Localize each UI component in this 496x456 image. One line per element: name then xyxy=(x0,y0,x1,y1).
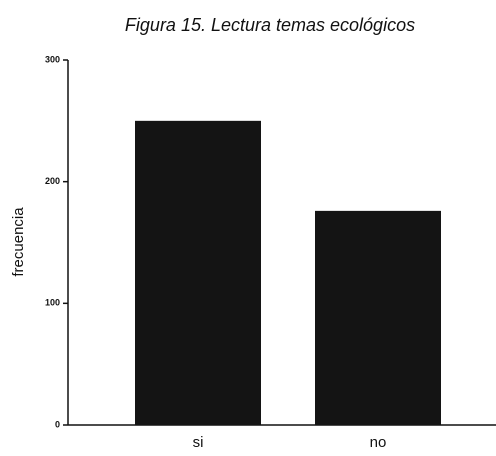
x-tick-label: no xyxy=(370,434,387,451)
y-axis-label: frecuencia xyxy=(10,207,27,277)
y-tick-label: 0 xyxy=(55,419,60,429)
x-tick-label: si xyxy=(193,434,204,451)
y-tick-label: 100 xyxy=(45,298,60,308)
y-tick-label: 200 xyxy=(45,176,60,186)
chart-title: Figura 15. Lectura temas ecológicos xyxy=(125,15,415,35)
bar xyxy=(135,120,261,425)
y-tick-label: 300 xyxy=(45,54,60,64)
bar xyxy=(315,210,441,425)
